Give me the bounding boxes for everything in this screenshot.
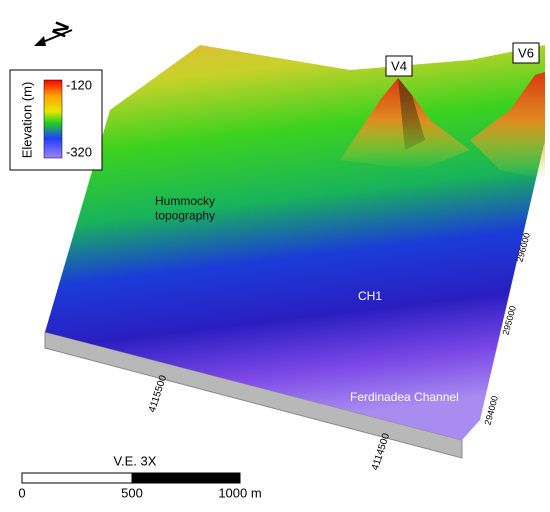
northing-label: 4115500 <box>147 374 169 414</box>
scale-bar: V.E. 3X 0 500 1000 m <box>18 453 261 500</box>
label-box <box>385 55 413 77</box>
arrow-head <box>34 36 46 46</box>
label-ch1: CH1 <box>358 289 382 303</box>
peak-v6 <box>470 72 545 180</box>
legend-title: Elevation (m) <box>19 82 34 159</box>
label-v6: V6 <box>518 45 534 60</box>
scale-segment <box>21 472 133 484</box>
scale-tick-label: 1000 m <box>218 485 261 500</box>
legend: Elevation (m) -120 -320 <box>9 69 103 171</box>
terrain-surface <box>45 45 545 440</box>
north-arrow: N <box>34 19 74 46</box>
legend-max: -120 <box>66 77 92 92</box>
color-bar <box>43 79 63 159</box>
easting-label: 294000 <box>483 395 500 427</box>
scale-segment <box>131 472 241 484</box>
label-channel: Ferdinadea Channel <box>350 390 459 404</box>
label-hummocky: Hummocky topography <box>155 194 215 222</box>
scale-tick-label: 500 <box>121 485 143 500</box>
scale-title: V.E. 3X <box>114 453 157 468</box>
label-v4: V4 <box>391 58 407 73</box>
legend-min: -320 <box>66 144 92 159</box>
peak-v4-shadow <box>398 78 425 150</box>
scale-tick-label: 0 <box>18 485 25 500</box>
northing-label: 4114500 <box>370 432 392 472</box>
label-box <box>512 42 540 64</box>
